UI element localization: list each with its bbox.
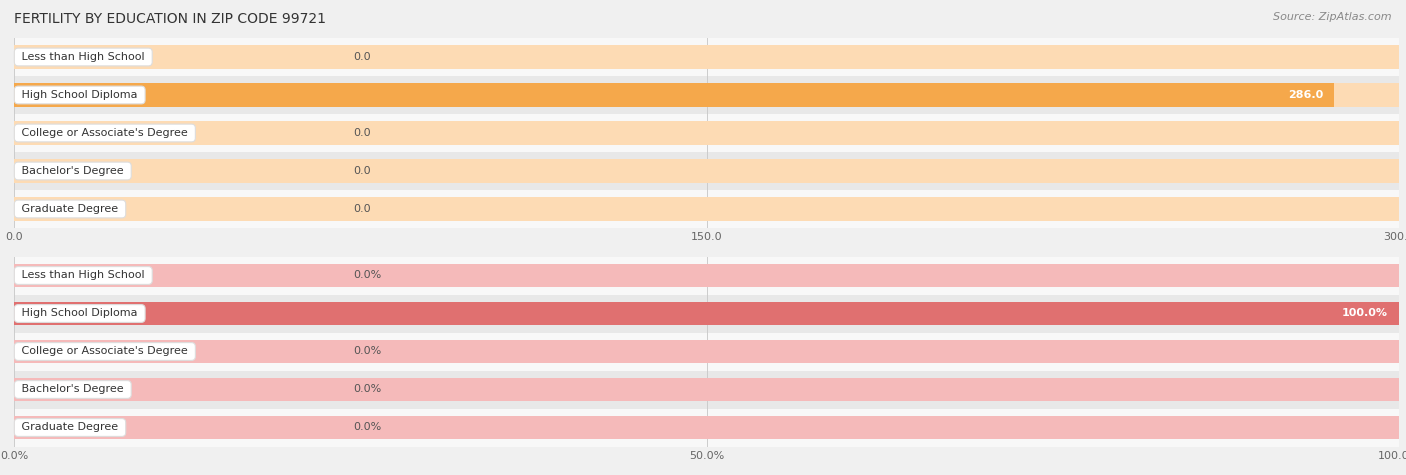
Bar [14,340,1399,363]
Bar [14,408,1399,446]
Bar [14,45,1399,69]
Bar [14,256,1399,294]
Bar [14,121,1399,145]
Text: College or Associate's Degree: College or Associate's Degree [18,346,191,357]
Bar [14,370,1399,408]
Bar [14,264,1399,287]
Text: 0.0: 0.0 [353,166,371,176]
Bar [14,152,1399,190]
Text: 0.0: 0.0 [353,128,371,138]
Bar [14,83,1334,107]
Text: High School Diploma: High School Diploma [18,90,141,100]
Bar [14,294,1399,332]
Bar [14,197,1399,221]
Bar [14,83,1399,107]
Text: Bachelor's Degree: Bachelor's Degree [18,166,128,176]
Bar [14,114,1399,152]
Bar [14,302,1399,325]
Text: 286.0: 286.0 [1288,90,1323,100]
Text: Bachelor's Degree: Bachelor's Degree [18,384,128,395]
Text: College or Associate's Degree: College or Associate's Degree [18,128,191,138]
Bar [14,38,1399,76]
Text: Graduate Degree: Graduate Degree [18,204,122,214]
Text: 0.0%: 0.0% [353,422,381,433]
Text: 100.0%: 100.0% [1341,308,1388,319]
Bar [14,416,1399,439]
Bar [14,190,1399,228]
Bar [14,302,1399,325]
Text: 0.0%: 0.0% [353,384,381,395]
Text: Graduate Degree: Graduate Degree [18,422,122,433]
Text: 0.0: 0.0 [353,52,371,62]
Text: Less than High School: Less than High School [18,52,149,62]
Text: 0.0: 0.0 [353,204,371,214]
Text: Source: ZipAtlas.com: Source: ZipAtlas.com [1274,12,1392,22]
Text: 0.0%: 0.0% [353,346,381,357]
Bar [14,332,1399,371]
Text: High School Diploma: High School Diploma [18,308,141,319]
Bar [14,76,1399,114]
Bar [14,159,1399,183]
Text: Less than High School: Less than High School [18,270,149,281]
Text: 0.0%: 0.0% [353,270,381,281]
Bar [14,378,1399,401]
Text: FERTILITY BY EDUCATION IN ZIP CODE 99721: FERTILITY BY EDUCATION IN ZIP CODE 99721 [14,12,326,26]
